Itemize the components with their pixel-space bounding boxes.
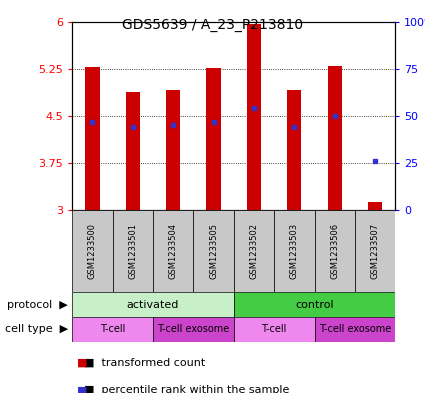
Text: T-cell: T-cell <box>261 325 287 334</box>
Bar <box>153 317 234 342</box>
Text: GSM1233502: GSM1233502 <box>249 223 258 279</box>
Text: GSM1233503: GSM1233503 <box>290 223 299 279</box>
Text: ■: ■ <box>76 358 87 368</box>
Bar <box>72 317 153 342</box>
Bar <box>207 68 221 210</box>
Bar <box>234 210 274 292</box>
Bar <box>166 90 180 210</box>
Text: GSM1233505: GSM1233505 <box>209 223 218 279</box>
Text: activated: activated <box>127 299 179 310</box>
Bar <box>247 24 261 210</box>
Text: GSM1233506: GSM1233506 <box>330 223 339 279</box>
Text: ■: ■ <box>76 385 87 393</box>
Bar <box>113 210 153 292</box>
Bar <box>72 210 113 292</box>
Text: T-cell exosome: T-cell exosome <box>319 325 391 334</box>
Bar <box>328 66 342 210</box>
Bar <box>234 317 314 342</box>
Text: GSM1233507: GSM1233507 <box>371 223 380 279</box>
Bar <box>355 210 395 292</box>
Text: GDS5639 / A_23_P213810: GDS5639 / A_23_P213810 <box>122 18 303 32</box>
Bar <box>153 210 193 292</box>
Text: protocol  ▶: protocol ▶ <box>7 299 68 310</box>
Text: GSM1233500: GSM1233500 <box>88 223 97 279</box>
Text: T-cell exosome: T-cell exosome <box>157 325 230 334</box>
Bar <box>368 202 382 210</box>
Text: control: control <box>295 299 334 310</box>
Bar <box>314 210 355 292</box>
Bar <box>274 210 314 292</box>
Bar <box>234 292 395 317</box>
Text: GSM1233504: GSM1233504 <box>169 223 178 279</box>
Bar <box>85 67 99 210</box>
Bar <box>287 90 301 210</box>
Text: cell type  ▶: cell type ▶ <box>5 325 68 334</box>
Bar <box>193 210 234 292</box>
Bar <box>72 292 234 317</box>
Bar <box>126 92 140 210</box>
Bar <box>314 317 395 342</box>
Text: ■  transformed count: ■ transformed count <box>76 358 205 368</box>
Text: T-cell: T-cell <box>100 325 125 334</box>
Text: ■  percentile rank within the sample: ■ percentile rank within the sample <box>76 385 289 393</box>
Text: GSM1233501: GSM1233501 <box>128 223 137 279</box>
